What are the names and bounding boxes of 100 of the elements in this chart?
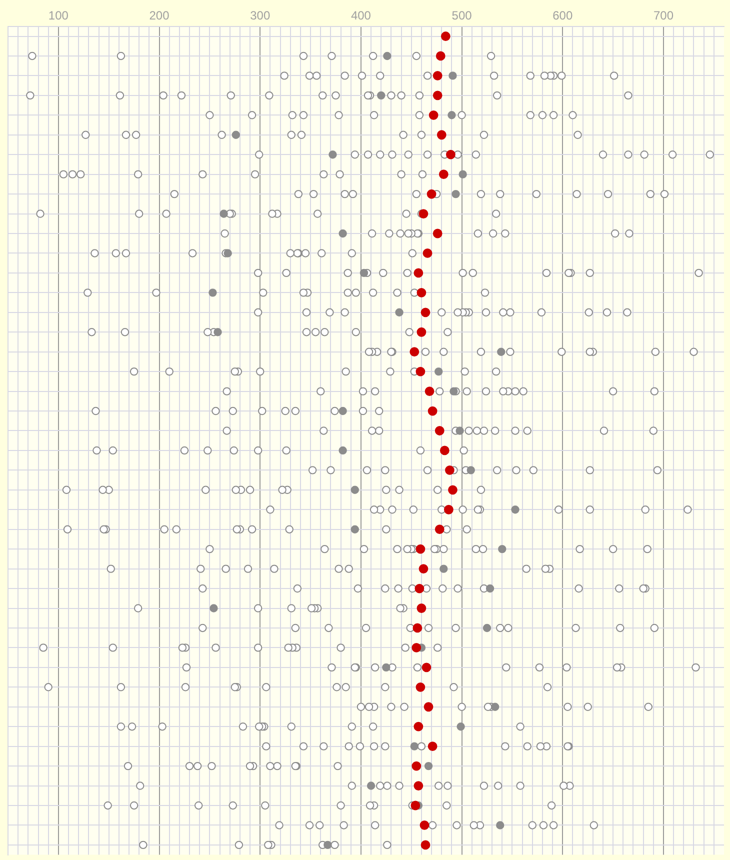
- point: [470, 821, 478, 830]
- point: [218, 130, 226, 139]
- point: [62, 486, 71, 494]
- point: [554, 506, 563, 514]
- point: [387, 91, 396, 100]
- point: [504, 624, 512, 632]
- point: [228, 406, 237, 416]
- point: [458, 170, 467, 178]
- point: [383, 840, 392, 850]
- point: [484, 702, 492, 711]
- point: [328, 150, 337, 159]
- point: [393, 544, 402, 554]
- point: [313, 210, 322, 218]
- point: [584, 308, 593, 316]
- point: [328, 52, 336, 60]
- point: [342, 367, 350, 376]
- point: [320, 170, 328, 178]
- point: [255, 722, 264, 731]
- point: [436, 387, 444, 396]
- point: [362, 624, 370, 632]
- point: [653, 466, 662, 474]
- point: [354, 584, 362, 593]
- point: [532, 190, 541, 198]
- point: [230, 446, 238, 455]
- point: [381, 584, 390, 593]
- point: [401, 644, 410, 652]
- point: [400, 702, 408, 711]
- point: [198, 584, 207, 593]
- point: [382, 525, 390, 534]
- point: [212, 644, 220, 652]
- point: [423, 72, 432, 80]
- point: [350, 486, 360, 494]
- point: [270, 564, 278, 573]
- point: [640, 150, 648, 159]
- point: [288, 111, 296, 120]
- point: [198, 170, 207, 178]
- point: [360, 544, 368, 554]
- point: [434, 644, 442, 652]
- point: [194, 801, 203, 810]
- point: [493, 91, 502, 100]
- point: [316, 387, 325, 396]
- point: [182, 663, 191, 672]
- point: [76, 170, 85, 178]
- point: [423, 150, 432, 159]
- point: [414, 268, 424, 278]
- point: [116, 722, 126, 731]
- point: [108, 644, 117, 652]
- point: [132, 130, 140, 139]
- point: [230, 683, 239, 692]
- point: [254, 446, 262, 455]
- point: [379, 268, 388, 278]
- x-tick-label: 700: [653, 8, 674, 23]
- point: [299, 742, 308, 750]
- point: [112, 249, 120, 258]
- point: [338, 406, 347, 416]
- point: [212, 406, 220, 416]
- point: [370, 742, 378, 750]
- point: [574, 584, 583, 593]
- point: [430, 544, 439, 554]
- point: [198, 624, 207, 632]
- point: [440, 348, 448, 356]
- point: [452, 821, 461, 830]
- point: [418, 209, 428, 218]
- point: [399, 130, 408, 139]
- point: [423, 466, 432, 474]
- point: [134, 604, 142, 612]
- point: [496, 821, 504, 830]
- point: [480, 426, 488, 435]
- point: [332, 91, 340, 100]
- point: [424, 386, 434, 396]
- point: [204, 446, 212, 455]
- point: [230, 367, 239, 376]
- point: [222, 426, 231, 435]
- point: [336, 644, 345, 652]
- point: [415, 111, 424, 120]
- point: [396, 229, 404, 238]
- point: [416, 604, 426, 613]
- point: [499, 308, 508, 316]
- point: [542, 268, 551, 278]
- point: [438, 308, 446, 316]
- point: [188, 249, 197, 258]
- point: [604, 190, 612, 198]
- point: [412, 190, 421, 198]
- point: [238, 722, 248, 731]
- point: [220, 229, 229, 238]
- point: [265, 91, 274, 100]
- point: [480, 130, 488, 139]
- point: [383, 52, 392, 60]
- point: [498, 544, 506, 554]
- point: [338, 446, 347, 455]
- point: [434, 486, 442, 494]
- point: [523, 426, 532, 435]
- point: [254, 644, 262, 652]
- point: [458, 111, 466, 120]
- point: [641, 506, 650, 514]
- point: [558, 72, 566, 80]
- point: [326, 308, 334, 316]
- point: [488, 229, 498, 238]
- point: [358, 72, 366, 80]
- point: [158, 722, 166, 731]
